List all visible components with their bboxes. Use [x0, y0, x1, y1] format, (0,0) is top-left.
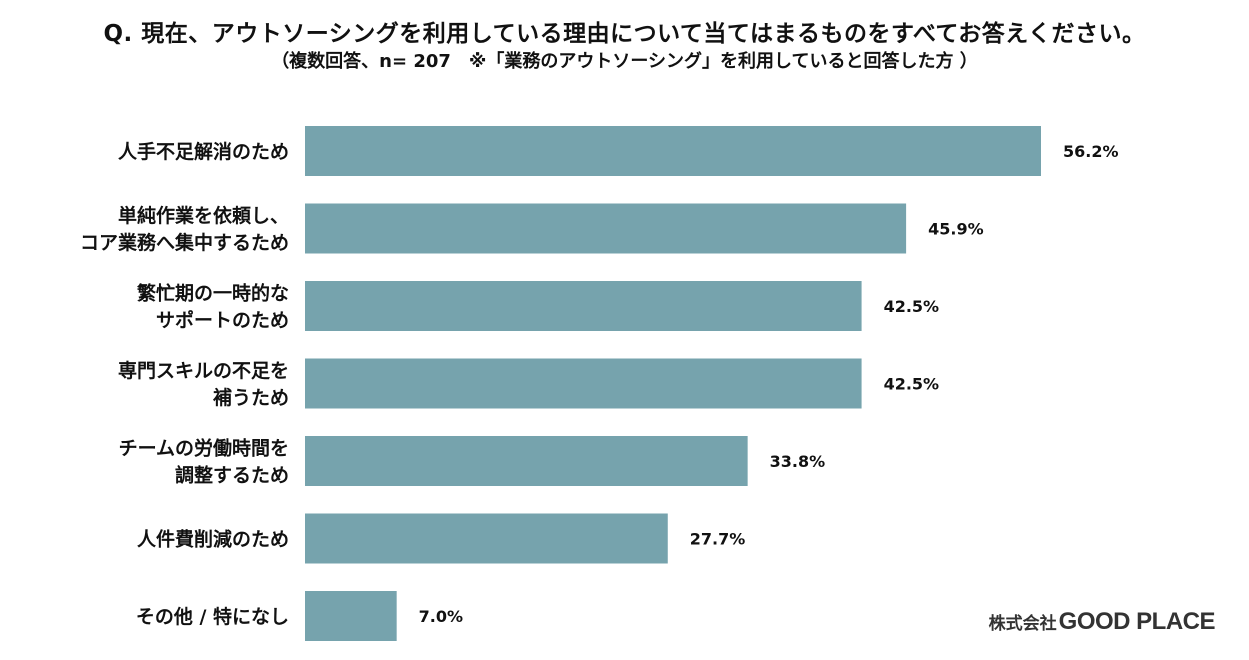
- category-label-4-line-2: 補うため: [212, 386, 289, 409]
- bar-3: [305, 281, 862, 331]
- chart-title: Q. 現在、アウトソーシングを利用している理由について当てはまるものをすべてお答…: [103, 21, 1146, 47]
- category-label-5-line-2: 調整するため: [175, 464, 289, 487]
- logo-prefix: 株式会社: [988, 614, 1057, 634]
- bar-4: [305, 358, 862, 409]
- category-label-5-line-1: チームの労働時間を: [119, 437, 289, 460]
- value-label-2: 45.9%: [928, 220, 984, 239]
- category-label-1-line-1: 人手不足解消のため: [118, 140, 289, 163]
- category-label-2-line-1: 単純作業を依頼し、: [118, 204, 289, 227]
- bar-1: [305, 126, 1041, 176]
- value-label-1: 56.2%: [1063, 142, 1119, 161]
- category-label-7-line-1: その他 / 特になし: [136, 605, 289, 628]
- category-label-6-line-1: 人件費削減のため: [137, 528, 289, 551]
- bar-7: [305, 591, 397, 641]
- value-label-5: 33.8%: [770, 452, 826, 471]
- chart-subtitle: （複数回答、n= 207 ※「業務のアウトソーシング」を利用していると回答した方…: [271, 51, 978, 72]
- category-label-4-line-1: 専門スキルの不足を: [118, 360, 289, 382]
- category-label-3-line-1: 繁忙期の一時的な: [137, 282, 289, 305]
- logo-name: GOOD PLACE: [1058, 608, 1216, 635]
- value-label-6: 27.7%: [690, 530, 746, 549]
- bar-5: [305, 436, 748, 486]
- value-label-7: 7.0%: [419, 607, 463, 626]
- bar-6: [305, 513, 668, 564]
- company-logo: 株式会社 GOOD PLACE: [988, 608, 1216, 636]
- value-label-3: 42.5%: [884, 297, 940, 316]
- category-label-3-line-2: サポートのため: [156, 309, 289, 332]
- value-label-4: 42.5%: [884, 375, 940, 394]
- category-label-2-line-2: コア業務へ集中するため: [80, 231, 289, 254]
- bar-2: [305, 203, 907, 254]
